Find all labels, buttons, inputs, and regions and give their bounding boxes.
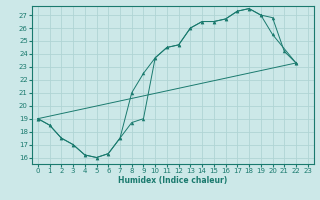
X-axis label: Humidex (Indice chaleur): Humidex (Indice chaleur) (118, 176, 228, 185)
